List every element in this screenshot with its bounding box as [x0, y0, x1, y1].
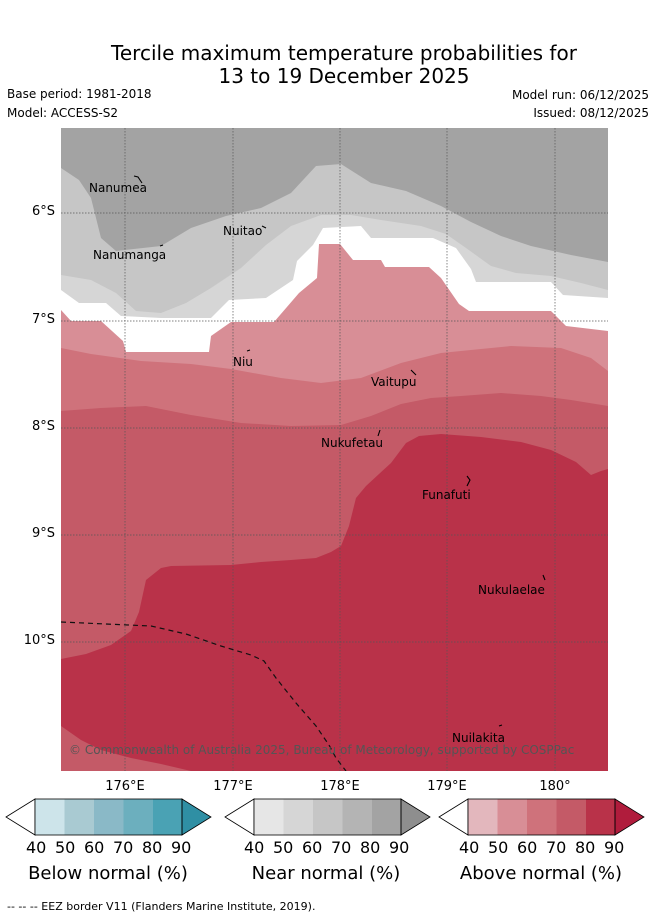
colorbar-below-normal [5, 798, 212, 836]
lat-label-8s: 8°S [31, 419, 55, 434]
lon-label-178e: 178°E [320, 779, 360, 794]
place-label-nuitao: Nuitao [223, 224, 262, 238]
lat-label-9s: 9°S [31, 526, 55, 541]
lon-label-176e: 176°E [105, 779, 145, 794]
graticule [61, 128, 608, 771]
above-normal-80-region [61, 434, 608, 771]
probability-map: Nanumea Nuitao Nanumanga Niu Vaitupu Nuk… [61, 128, 608, 771]
place-label-nukulaelae: Nukulaelae [478, 583, 545, 597]
lat-label-10s: 10°S [23, 633, 55, 648]
colorbar-near-swatches [254, 799, 401, 835]
place-label-nanumanga: Nanumanga [93, 248, 166, 262]
colorbar-above-normal [438, 798, 645, 836]
place-label-niu: Niu [233, 355, 253, 369]
copyright-notice: © Commonwealth of Australia 2025, Bureau… [69, 743, 574, 757]
colorbar-near-normal [224, 798, 431, 836]
lat-label-7s: 7°S [31, 312, 55, 327]
model-name: Model: ACCESS-S2 [7, 106, 119, 120]
lon-label-180: 180° [539, 779, 571, 794]
below-normal-title: Below normal (%) [28, 863, 188, 884]
map-title-line2: 13 to 19 December 2025 [218, 64, 470, 88]
place-label-nanumea: Nanumea [89, 181, 147, 195]
place-label-funafuti: Funafuti [422, 488, 471, 502]
lon-label-179e: 179°E [427, 779, 467, 794]
colorbar-below-swatches [35, 799, 182, 835]
above-normal-title: Above normal (%) [459, 863, 623, 884]
place-label-vaitupu: Vaitupu [371, 375, 417, 389]
islands [133, 175, 546, 727]
near-normal-title: Near normal (%) [251, 863, 401, 884]
place-label-nuilakita: Nuilakita [452, 731, 505, 745]
lon-label-177e: 177°E [213, 779, 253, 794]
model-run: Model run: 06/12/2025 [511, 88, 649, 102]
base-period: Base period: 1981-2018 [7, 87, 152, 101]
map-title-line1: Tercile maximum temperature probabilitie… [111, 41, 577, 65]
place-label-nukufetau: Nukufetau [321, 436, 383, 450]
issued-date: Issued: 08/12/2025 [533, 106, 649, 120]
eez-border [61, 621, 347, 771]
lat-label-6s: 6°S [31, 204, 55, 219]
colorbar-above-swatches [468, 799, 615, 835]
above-normal-70-region-south [61, 726, 191, 771]
eez-border-legend: -- -- -- EEZ border V11 (Flanders Marine… [7, 900, 316, 913]
